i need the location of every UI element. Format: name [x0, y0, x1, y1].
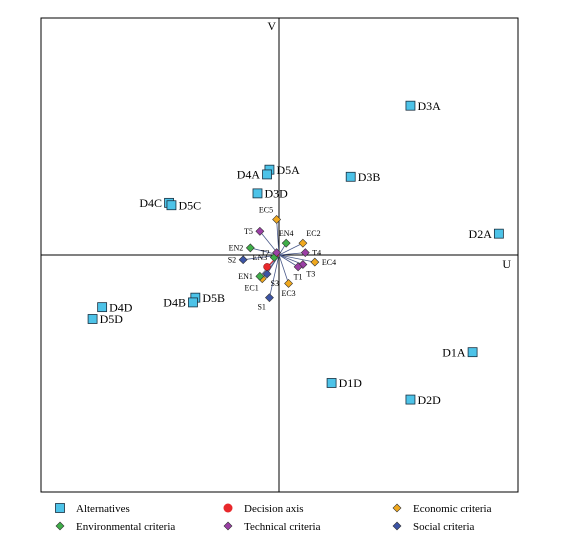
legend-label-economic: Economic criteria [413, 503, 492, 515]
legend-item-economic: Economic criteria [392, 503, 492, 515]
criterion-ray-ec2 [278, 242, 304, 256]
legend-item-alternatives: Alternatives [55, 503, 130, 515]
legend-label-environmental: Environmental criteria [76, 521, 175, 533]
legend-marker-environmental [55, 521, 65, 531]
alternative-label-d4a: D4A [237, 168, 261, 182]
alternative-point-d5d [87, 314, 98, 324]
legend-marker-economic [392, 503, 402, 513]
criterion-point-ec2 [298, 238, 308, 248]
criterion-point-t5 [255, 226, 265, 236]
alternative-point-d2d [405, 394, 416, 405]
legend: Alternatives Decision axis Economic criter… [55, 503, 492, 533]
criterion-ray-t1 [278, 254, 299, 268]
alternative-label-d1a: D1A [442, 345, 466, 359]
criterion-point-s1 [265, 293, 274, 303]
criterion-ray-ec5 [276, 219, 280, 256]
legend-item-decision-axis: Decision axis [223, 503, 304, 515]
legend-item-environmental: Environmental criteria [55, 521, 175, 533]
alternative-label-d5b: D5B [202, 291, 225, 305]
legend-item-technical: Technical criteria [223, 521, 321, 533]
alternative-label-d4d: D4D [109, 300, 133, 314]
criterion-ray-t3 [278, 254, 304, 265]
alternative-label-d4c: D4C [139, 196, 162, 210]
alternative-label-d3b: D3B [358, 170, 381, 184]
criterion-label-t3: T3 [306, 269, 315, 278]
alternative-point-d3a [405, 100, 416, 111]
criterion-ray-s1 [269, 254, 280, 298]
criterion-point-t1 [293, 262, 303, 272]
legend-label-social: Social criteria [413, 521, 475, 533]
alternative-label-d2a: D2A [469, 227, 493, 241]
criterion-label-en1: EN1 [238, 272, 253, 281]
alternative-label-d2d: D2D [417, 393, 441, 407]
alternative-point-d4d [97, 302, 108, 313]
criterion-label-ec5: EC5 [259, 205, 273, 214]
criterion-label-ec4: EC4 [322, 258, 336, 267]
alternative-point-d3b [345, 171, 356, 182]
alternative-point-d2a [493, 228, 504, 239]
alternative-label-d3d: D3D [264, 187, 288, 201]
criterion-ray-ec3 [278, 254, 289, 284]
criterion-ray-t4 [278, 252, 306, 256]
criterion-point-en4 [281, 238, 291, 248]
legend-item-social: Social criteria [392, 521, 475, 533]
criterion-ray-ec4 [278, 254, 315, 263]
legend-marker-decision-axis [223, 503, 233, 513]
criterion-point-ec5 [272, 215, 282, 224]
criterion-label-s3: S3 [271, 279, 279, 288]
points-layer [87, 100, 504, 405]
alternative-point-d1d [326, 378, 337, 388]
criterion-label-t1: T1 [294, 272, 303, 281]
decision-axis-point [263, 263, 271, 271]
alternative-label-d3a: D3A [417, 99, 441, 113]
criterion-label-s2: S2 [228, 256, 236, 265]
criterion-point-ec4 [310, 257, 320, 267]
criterion-label-ec1: EC1 [245, 284, 259, 293]
criterion-point-en2 [245, 243, 255, 253]
criterion-label-t5: T5 [244, 227, 253, 236]
criterion-label-s1: S1 [257, 302, 265, 311]
criterion-point-t4 [300, 248, 310, 258]
alternative-point-d4b [188, 297, 198, 308]
criterion-label-en4: EN4 [279, 229, 294, 238]
alternative-label-d1d: D1D [339, 376, 363, 390]
criterion-point-s2 [238, 255, 248, 265]
legend-marker-technical [223, 521, 233, 531]
legend-marker-alternatives [55, 503, 65, 513]
legend-label-alternatives: Alternatives [76, 503, 130, 515]
criterion-point-s3 [262, 269, 272, 279]
criterion-point-en1 [255, 271, 265, 281]
legend-label-decision-axis: Decision axis [244, 503, 304, 515]
legend-marker-social [392, 521, 402, 531]
criterion-label-ec3: EC3 [281, 289, 295, 298]
criterion-label-t2: T2 [261, 248, 270, 257]
criterion-point-t2 [272, 248, 282, 258]
u-axis-label: U [502, 257, 511, 271]
v-axis-label: V [267, 19, 276, 33]
alternative-label-d5c: D5C [178, 198, 201, 212]
alternative-point-d5c [166, 200, 177, 211]
alternative-label-d5a: D5A [276, 163, 300, 177]
alternative-label-d5d: D5D [100, 312, 124, 326]
criterion-label-t4: T4 [312, 248, 321, 257]
alternative-point-d3d [252, 188, 263, 199]
alternative-point-d4a [262, 169, 272, 180]
legend-label-technical: Technical criteria [244, 521, 321, 533]
alternative-point-d1a [467, 347, 478, 358]
criterion-point-ec3 [284, 279, 293, 288]
criterion-label-ec2: EC2 [306, 229, 320, 238]
criterion-label-en3: EN3 [253, 253, 268, 262]
criterion-label-en2: EN2 [229, 244, 244, 253]
alternative-label-d4b: D4B [163, 296, 186, 310]
